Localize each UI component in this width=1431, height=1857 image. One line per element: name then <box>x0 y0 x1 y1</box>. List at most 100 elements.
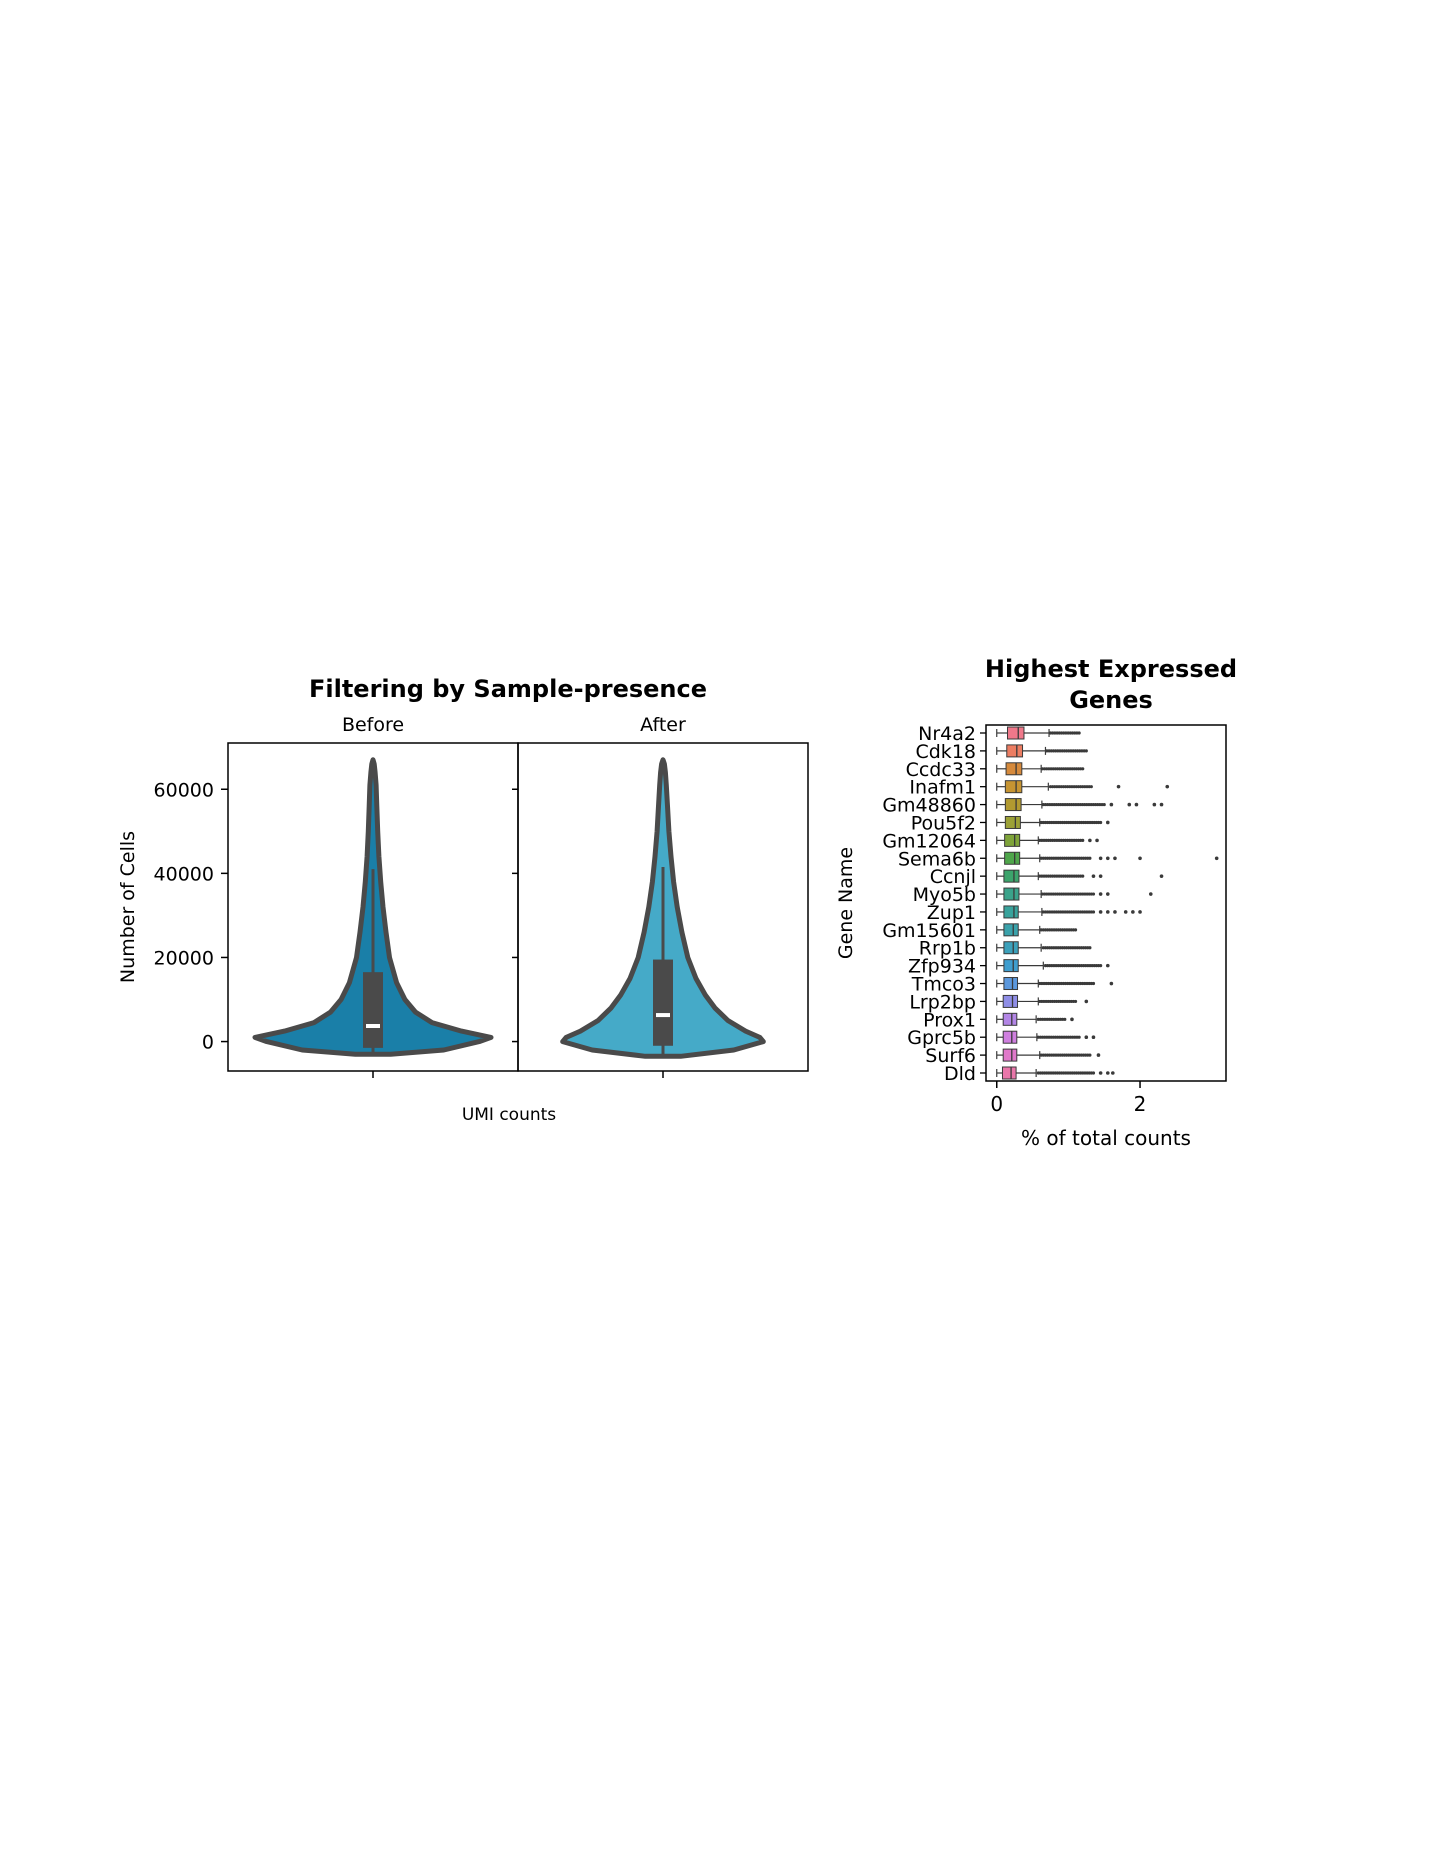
gene-outlier <box>1062 749 1067 753</box>
gene-outlier <box>1073 731 1077 735</box>
gene-row-pou5f2 <box>996 815 1110 829</box>
gene-outlier <box>1109 802 1114 807</box>
gene-box <box>1003 905 1019 919</box>
gene-outlier <box>1053 731 1057 735</box>
gene-row-gprc5b <box>996 1030 1096 1044</box>
violin-bodies <box>252 757 766 1059</box>
gene-label: Pou5f2 <box>911 812 976 834</box>
gene-outlier <box>1043 1017 1047 1021</box>
gene-outlier <box>1068 731 1072 735</box>
gene-outlier <box>1051 731 1055 735</box>
gene-outlier <box>1113 856 1117 861</box>
gene-row-nr4a2 <box>996 726 1081 740</box>
gene-outlier <box>1047 749 1051 753</box>
gene-outlier <box>1064 749 1069 753</box>
gene-outlier <box>1069 749 1073 753</box>
y-tick-label: 20000 <box>154 947 214 969</box>
gene-outlier <box>1060 1017 1065 1021</box>
genes-y-axis-label: Gene Name <box>835 847 857 959</box>
gene-box <box>1005 762 1023 776</box>
gene-box <box>1003 977 1019 991</box>
panel-title-before: Before <box>342 714 404 736</box>
gene-row-zup1 <box>996 905 1142 919</box>
gene-box <box>1002 1048 1018 1062</box>
gene-outlier <box>1049 1017 1054 1021</box>
violin-median <box>366 1024 380 1029</box>
gene-outlier <box>1131 910 1135 914</box>
gene-outlier <box>1082 749 1086 753</box>
violin-chart-title: Filtering by Sample-presence <box>309 675 707 703</box>
gene-outlier <box>1045 1017 1049 1021</box>
gene-label: Prox1 <box>923 1009 976 1031</box>
violin-y-axis-label: Number of Cells <box>117 831 139 983</box>
gene-outlier <box>1062 731 1066 735</box>
gene-outlier <box>1070 1017 1074 1022</box>
gene-outlier <box>1038 1017 1043 1021</box>
gene-box <box>1003 923 1019 937</box>
gene-outlier <box>1064 731 1068 735</box>
gene-row-tmco3 <box>996 977 1114 991</box>
gene-outlier <box>1073 749 1077 753</box>
gene-label: Lrp2bp <box>909 991 976 1013</box>
gene-outlier <box>1098 910 1103 914</box>
gene-outlier <box>1214 856 1219 861</box>
x-tick-label: 0 <box>990 1092 1003 1116</box>
gene-label: Inafm1 <box>909 777 976 799</box>
gene-outlier <box>1123 910 1128 914</box>
gene-outlier <box>1105 820 1110 825</box>
y-tick-label: 0 <box>202 1032 214 1054</box>
gene-outlier <box>1071 749 1075 753</box>
violin-median <box>656 1013 670 1018</box>
gene-outlier <box>1073 999 1078 1004</box>
gene-box <box>1001 1066 1017 1080</box>
gene-row-cdk18 <box>996 744 1088 758</box>
gene-label: Gprc5b <box>907 1027 976 1049</box>
gene-outlier <box>1056 1017 1060 1021</box>
gene-outlier <box>1056 749 1060 753</box>
genes-title-line-1: Highest Expressed <box>985 655 1237 683</box>
gene-row-sema6b <box>996 851 1219 865</box>
gene-outlier <box>1055 731 1059 735</box>
gene-outlier <box>1041 1017 1045 1021</box>
violin-chart: Filtering by Sample-presence Before Afte… <box>117 675 809 1125</box>
gene-outlier <box>1036 1017 1040 1021</box>
gene-outlier <box>1067 749 1071 753</box>
panel-title-after: After <box>640 714 686 736</box>
gene-label: Ccnjl <box>930 866 976 888</box>
gene-label: Zup1 <box>927 902 976 924</box>
gene-boxes <box>996 726 1219 1080</box>
gene-outlier <box>1088 946 1092 950</box>
gene-label: Zfp934 <box>908 956 976 978</box>
gene-label: Sema6b <box>898 848 976 870</box>
gene-label: Dld <box>944 1063 976 1085</box>
gene-box <box>1004 851 1021 865</box>
gene-outlier <box>1165 784 1170 789</box>
gene-outlier <box>1084 1035 1089 1040</box>
gene-outlier <box>1063 1017 1067 1021</box>
gene-box <box>1003 959 1019 973</box>
gene-outlier <box>1113 910 1117 914</box>
gene-outlier <box>1091 874 1096 878</box>
gene-outlier <box>1116 784 1121 789</box>
gene-box <box>1002 1030 1018 1044</box>
gene-outlier <box>1127 802 1132 807</box>
gene-label: Nr4a2 <box>918 723 976 745</box>
violin-y-axis: 0 20000 40000 60000 <box>154 779 518 1054</box>
gene-outlier <box>1051 749 1056 753</box>
gene-row-zfp934 <box>996 959 1110 973</box>
gene-outlier <box>1081 767 1085 771</box>
gene-outlier <box>1049 749 1053 753</box>
gene-label: Gm12064 <box>882 830 976 852</box>
gene-outlier <box>1054 749 1058 753</box>
gene-box <box>1004 815 1021 829</box>
gene-outlier <box>1059 731 1064 735</box>
gene-outlier <box>1048 731 1053 735</box>
gene-row-gm15601 <box>996 923 1078 937</box>
top-genes-chart: Highest Expressed Genes Nr4a2Cdk18Ccdc33… <box>835 655 1237 1150</box>
gene-outlier <box>1073 928 1078 932</box>
gene-box <box>1003 941 1019 955</box>
gene-outlier <box>1138 910 1142 914</box>
gene-outlier <box>1088 856 1092 860</box>
gene-outlier <box>1159 802 1164 807</box>
